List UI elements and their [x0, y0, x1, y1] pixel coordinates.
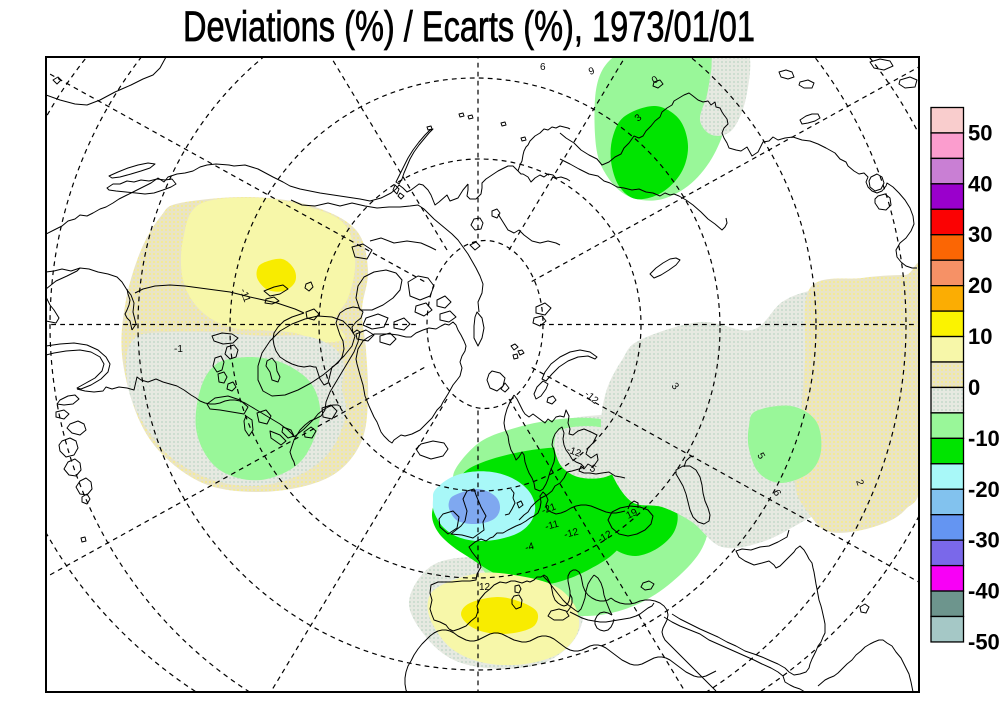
svg-text:-20: -20 — [968, 477, 1000, 502]
svg-text:19: 19 — [625, 507, 640, 522]
svg-text:3: 3 — [669, 381, 681, 393]
svg-text:-21: -21 — [540, 501, 558, 516]
svg-text:0: 0 — [968, 375, 980, 400]
svg-text:30: 30 — [968, 222, 992, 247]
svg-text:-50: -50 — [968, 629, 1000, 654]
svg-text:-4: -4 — [524, 541, 536, 554]
svg-text:5: 5 — [588, 463, 599, 476]
svg-text:-30: -30 — [968, 528, 1000, 553]
svg-text:-12: -12 — [563, 526, 580, 540]
svg-text:6: 6 — [540, 62, 546, 73]
svg-text:-10: -10 — [968, 426, 1000, 451]
svg-text:-40: -40 — [968, 579, 1000, 604]
svg-text:-11: -11 — [544, 519, 561, 533]
svg-text:0: 0 — [650, 74, 661, 87]
svg-text:5: 5 — [754, 451, 767, 462]
svg-text:-12: -12 — [565, 444, 583, 459]
svg-text:12: 12 — [479, 582, 491, 593]
svg-text:Deviations (%) / Ecarts (%), 1: Deviations (%) / Ecarts (%), 1973/01/01 — [183, 3, 755, 51]
svg-text:9: 9 — [587, 65, 596, 77]
svg-text:20: 20 — [968, 273, 992, 298]
svg-text:3: 3 — [633, 112, 645, 124]
svg-text:-1: -1 — [174, 344, 183, 355]
svg-text:6: 6 — [770, 488, 783, 499]
svg-text:40: 40 — [968, 171, 992, 196]
svg-text:50: 50 — [968, 120, 992, 145]
svg-text:2: 2 — [853, 478, 865, 487]
svg-text:10: 10 — [968, 324, 992, 349]
svg-text:-11: -11 — [237, 287, 252, 304]
